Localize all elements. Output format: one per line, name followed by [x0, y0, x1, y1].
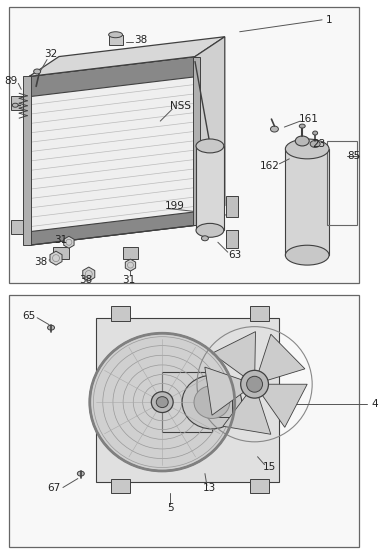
- Ellipse shape: [77, 471, 84, 476]
- Text: NSS: NSS: [170, 101, 191, 111]
- Ellipse shape: [295, 136, 309, 146]
- Bar: [9, 295, 359, 547]
- Text: 13: 13: [203, 484, 216, 494]
- Text: 4: 4: [371, 399, 378, 409]
- Ellipse shape: [241, 370, 269, 398]
- Bar: [327, 141, 357, 225]
- Ellipse shape: [201, 236, 209, 241]
- Text: 1: 1: [326, 15, 332, 25]
- Ellipse shape: [109, 32, 123, 38]
- Ellipse shape: [310, 141, 320, 147]
- Polygon shape: [205, 367, 245, 415]
- Polygon shape: [83, 267, 95, 281]
- Ellipse shape: [151, 392, 173, 413]
- Text: 5: 5: [167, 504, 174, 514]
- Bar: [250, 479, 269, 494]
- Text: 31: 31: [54, 235, 67, 245]
- Ellipse shape: [156, 397, 168, 408]
- Bar: [111, 306, 131, 321]
- Bar: [285, 149, 329, 255]
- Ellipse shape: [34, 69, 41, 74]
- Text: 38: 38: [79, 275, 93, 285]
- Bar: [226, 230, 238, 248]
- Ellipse shape: [196, 139, 224, 153]
- Polygon shape: [212, 332, 256, 377]
- Text: 31: 31: [122, 275, 135, 285]
- Ellipse shape: [313, 131, 318, 135]
- Polygon shape: [223, 394, 271, 434]
- Bar: [111, 479, 131, 494]
- Bar: [226, 196, 238, 217]
- Polygon shape: [29, 212, 195, 245]
- Ellipse shape: [299, 124, 305, 128]
- Text: 32: 32: [44, 49, 58, 59]
- Text: 85: 85: [347, 151, 361, 161]
- Text: 23: 23: [312, 139, 326, 149]
- Bar: [9, 7, 359, 283]
- Ellipse shape: [285, 139, 329, 159]
- Bar: [109, 35, 123, 45]
- Text: 65: 65: [23, 311, 36, 321]
- Text: 162: 162: [260, 161, 279, 171]
- Bar: [162, 372, 212, 432]
- Polygon shape: [29, 37, 225, 76]
- Polygon shape: [195, 37, 225, 225]
- Bar: [96, 317, 279, 481]
- Text: 38: 38: [134, 35, 147, 45]
- Polygon shape: [125, 259, 136, 271]
- Text: 15: 15: [263, 461, 276, 471]
- Polygon shape: [261, 384, 307, 427]
- Ellipse shape: [12, 103, 18, 107]
- Ellipse shape: [47, 325, 54, 330]
- Bar: [207, 387, 232, 417]
- Ellipse shape: [90, 334, 235, 471]
- Text: 89: 89: [5, 76, 18, 86]
- Polygon shape: [258, 334, 305, 381]
- Bar: [250, 306, 269, 321]
- Bar: [11, 220, 23, 234]
- Text: 161: 161: [299, 114, 319, 124]
- Text: 67: 67: [47, 484, 61, 494]
- Text: 38: 38: [34, 257, 48, 267]
- Text: 63: 63: [228, 250, 241, 260]
- Bar: [53, 247, 69, 259]
- Polygon shape: [29, 57, 195, 245]
- Ellipse shape: [285, 245, 329, 265]
- Polygon shape: [50, 251, 62, 265]
- Ellipse shape: [196, 223, 224, 237]
- Ellipse shape: [194, 386, 230, 418]
- Ellipse shape: [182, 375, 242, 429]
- Bar: [11, 96, 23, 110]
- Ellipse shape: [270, 126, 278, 132]
- Bar: [196, 146, 224, 230]
- Text: 199: 199: [165, 201, 185, 211]
- Polygon shape: [193, 57, 200, 225]
- Ellipse shape: [247, 376, 263, 392]
- Bar: [123, 247, 138, 259]
- Polygon shape: [64, 237, 74, 248]
- Polygon shape: [23, 76, 31, 245]
- Polygon shape: [29, 57, 195, 97]
